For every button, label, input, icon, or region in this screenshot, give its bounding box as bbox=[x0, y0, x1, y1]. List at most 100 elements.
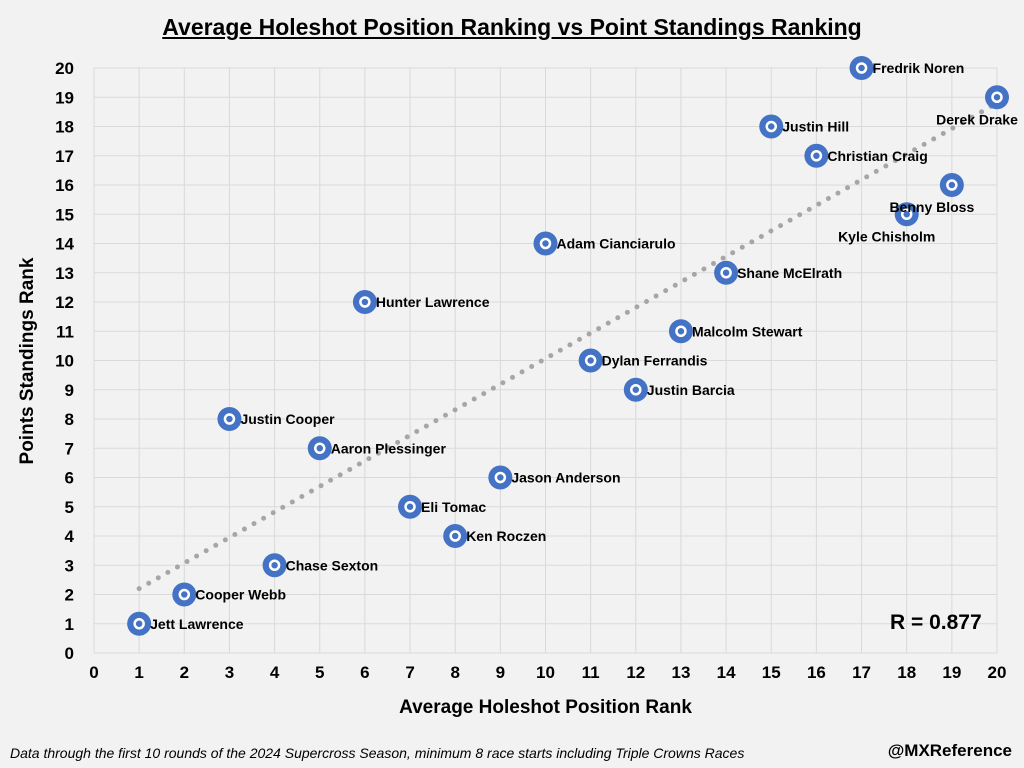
data-point: Benny Bloss bbox=[889, 173, 974, 215]
data-point: Adam Cianciarulo bbox=[533, 231, 676, 256]
point-marker bbox=[578, 348, 603, 373]
point-marker-center bbox=[991, 91, 1003, 103]
x-axis-label: Average Holeshot Position Rank bbox=[399, 697, 692, 718]
point-marker bbox=[894, 202, 919, 227]
data-point: Jason Anderson bbox=[488, 465, 621, 490]
data-point: Hunter Lawrence bbox=[352, 290, 490, 314]
y-axis-label: Points Standings Rank bbox=[17, 257, 38, 465]
data-label: Justin Cooper bbox=[240, 411, 335, 427]
y-tick-label: 8 bbox=[65, 410, 74, 429]
point-marker bbox=[488, 465, 513, 490]
data-point: Jett Lawrence bbox=[127, 611, 244, 636]
data-label: Hunter Lawrence bbox=[376, 294, 490, 310]
x-tick-label: 18 bbox=[897, 663, 916, 682]
x-tick-label: 8 bbox=[450, 663, 459, 682]
x-tick-label: 12 bbox=[626, 663, 645, 682]
point-marker-center bbox=[720, 267, 732, 279]
point-marker bbox=[849, 56, 874, 80]
point-marker bbox=[714, 260, 739, 285]
x-tick-label: 19 bbox=[942, 663, 961, 682]
data-label: Malcolm Stewart bbox=[692, 323, 803, 339]
point-marker-center bbox=[314, 442, 326, 454]
point-marker-center bbox=[855, 62, 868, 74]
correlation-annotation: R = 0.877 bbox=[890, 611, 982, 634]
chart-title: Average Holeshot Position Ranking vs Poi… bbox=[162, 14, 862, 40]
trendline bbox=[136, 100, 1000, 592]
point-marker-center bbox=[494, 471, 507, 484]
y-tick-label: 16 bbox=[55, 176, 74, 195]
data-point: Justin Hill bbox=[759, 114, 849, 139]
point-marker bbox=[443, 524, 468, 548]
point-marker-center bbox=[133, 618, 145, 630]
point-marker bbox=[939, 173, 964, 197]
y-tick-label: 3 bbox=[65, 556, 74, 575]
data-label: Kyle Chisholm bbox=[838, 228, 935, 244]
data-label: Justin Hill bbox=[782, 119, 849, 135]
y-tick-label: 7 bbox=[65, 439, 74, 458]
point-marker bbox=[172, 582, 197, 607]
point-marker-center bbox=[539, 237, 552, 250]
y-tick-label: 11 bbox=[56, 322, 74, 341]
x-tick-label: 7 bbox=[405, 663, 414, 682]
data-point: Ken Roczen bbox=[443, 524, 546, 548]
data-point: Justin Barcia bbox=[623, 377, 735, 402]
source-handle: @MXReference bbox=[887, 741, 1012, 760]
point-marker-center bbox=[765, 120, 777, 133]
point-marker-center bbox=[268, 559, 281, 571]
data-label: Fredrik Noren bbox=[873, 60, 965, 76]
x-tick-label: 5 bbox=[315, 663, 324, 682]
y-tick-label: 12 bbox=[55, 293, 74, 312]
y-tick-label: 10 bbox=[55, 352, 74, 371]
point-marker bbox=[985, 85, 1009, 110]
x-tick-label: 11 bbox=[582, 663, 600, 682]
footnote: Data through the first 10 rounds of the … bbox=[10, 745, 745, 761]
point-marker-center bbox=[946, 179, 958, 191]
data-point: Justin Cooper bbox=[217, 407, 335, 431]
point-marker-center bbox=[584, 354, 597, 367]
data-label: Aaron Plessinger bbox=[331, 440, 447, 456]
data-label: Justin Barcia bbox=[647, 382, 735, 398]
y-tick-label: 13 bbox=[55, 264, 74, 283]
point-marker bbox=[398, 494, 423, 519]
data-label: Shane McElrath bbox=[737, 265, 842, 281]
data-label: Adam Cianciarulo bbox=[557, 236, 676, 252]
x-tick-label: 0 bbox=[89, 663, 98, 682]
y-tick-label: 5 bbox=[65, 498, 74, 517]
data-point: Shane McElrath bbox=[714, 260, 842, 285]
point-marker bbox=[262, 553, 287, 578]
x-tick-label: 4 bbox=[270, 663, 280, 682]
y-tick-label: 9 bbox=[65, 381, 74, 400]
x-tick-label: 20 bbox=[988, 663, 1007, 682]
point-marker bbox=[804, 143, 829, 168]
data-point: Cooper Webb bbox=[172, 582, 286, 607]
data-label: Jett Lawrence bbox=[150, 616, 244, 632]
point-marker bbox=[533, 231, 558, 256]
point-marker-center bbox=[359, 296, 371, 308]
point-marker-center bbox=[223, 413, 236, 425]
y-tick-label: 19 bbox=[55, 88, 74, 107]
y-tick-label: 0 bbox=[65, 644, 74, 663]
point-marker-center bbox=[449, 530, 461, 542]
point-marker-center bbox=[810, 150, 823, 162]
data-point: Malcolm Stewart bbox=[668, 319, 803, 344]
data-point: Aaron Plessinger bbox=[307, 436, 447, 461]
data-point: Christian Craig bbox=[804, 143, 928, 168]
data-label: Eli Tomac bbox=[421, 499, 486, 515]
y-tick-label: 17 bbox=[55, 147, 74, 166]
point-marker bbox=[759, 114, 784, 139]
y-tick-label: 15 bbox=[55, 205, 74, 224]
point-marker bbox=[127, 611, 152, 636]
x-tick-label: 14 bbox=[717, 663, 736, 682]
point-marker-center bbox=[178, 588, 191, 601]
y-tick-label: 4 bbox=[65, 527, 75, 546]
point-marker-center bbox=[630, 384, 642, 396]
data-point: Derek Drake bbox=[936, 85, 1018, 127]
x-tick-label: 1 bbox=[134, 663, 143, 682]
x-tick-label: 3 bbox=[225, 663, 234, 682]
x-tick-label: 13 bbox=[671, 663, 690, 682]
data-point: Chase Sexton bbox=[262, 553, 379, 578]
y-tick-label: 1 bbox=[65, 615, 74, 634]
data-label: Chase Sexton bbox=[286, 557, 379, 573]
x-tick-label: 16 bbox=[807, 663, 826, 682]
point-marker-center bbox=[900, 208, 913, 220]
